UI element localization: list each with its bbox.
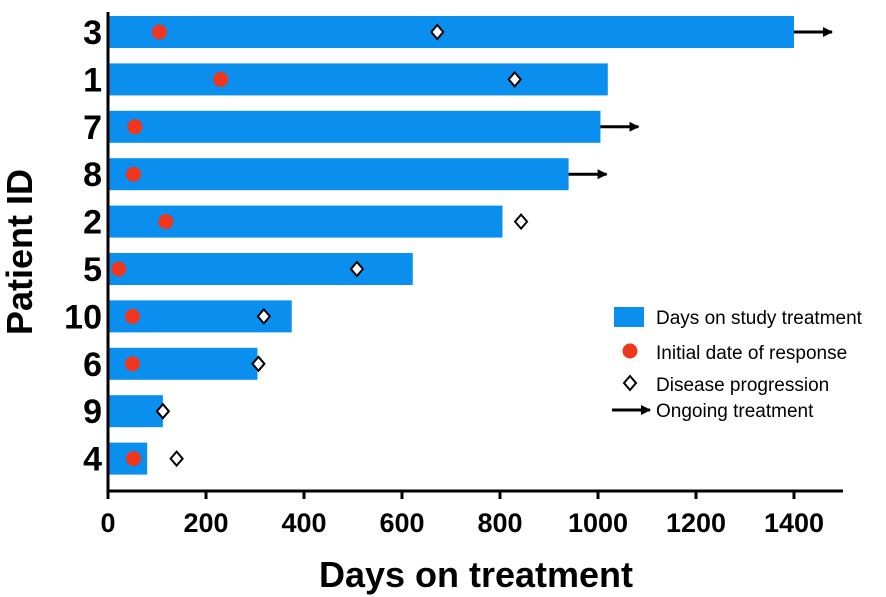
x-tick-label: 400 [281, 508, 326, 538]
legend-response-label: Initial date of response [656, 343, 847, 364]
x-tick-label: 800 [477, 508, 522, 538]
bar-patient-8 [108, 158, 569, 191]
y-tick-label: 3 [83, 14, 102, 52]
y-axis-title: Patient ID [0, 169, 40, 335]
progression-marker [169, 450, 184, 468]
y-tick-label: 9 [83, 393, 102, 431]
y-tick-label: 2 [83, 204, 102, 242]
progression-marker [429, 23, 445, 41]
x-tick-label: 200 [183, 508, 228, 538]
legend: Days on study treatment Initial date of … [612, 307, 863, 422]
bar-patient-1 [108, 63, 608, 96]
x-tick-label: 1000 [568, 508, 628, 538]
response-marker [151, 24, 167, 40]
response-marker [125, 166, 141, 182]
y-tick-label: 10 [64, 298, 102, 336]
y-tick-label: 8 [83, 156, 102, 194]
x-tick-label: 1200 [666, 508, 726, 538]
legend-progression-label: Disease progression [656, 375, 829, 396]
progression-marker [349, 260, 365, 278]
x-tick-label: 1400 [764, 508, 824, 538]
legend-response-swatch [622, 343, 638, 359]
response-marker [125, 451, 141, 467]
legend-bar-swatch [614, 307, 644, 327]
response-marker [125, 356, 140, 372]
y-tick-label: 7 [83, 109, 102, 147]
progression-marker [507, 70, 523, 88]
bar-patient-7 [108, 110, 601, 143]
axes-layer [106, 12, 843, 493]
progression-marker [256, 307, 272, 325]
progression-marker [155, 402, 171, 420]
bar-patient-5 [108, 253, 413, 285]
bar-patient-3 [108, 16, 794, 48]
legend-ongoing-label: Ongoing treatment [656, 401, 814, 422]
response-marker [158, 214, 174, 230]
progression-marker [513, 213, 529, 231]
x-axis-title: Days on treatment [319, 554, 633, 595]
response-marker [111, 261, 127, 277]
bar-patient-9 [108, 395, 163, 428]
y-tick-label: 5 [83, 251, 102, 289]
x-tick-label: 0 [100, 508, 115, 538]
legend-bar-label: Days on study treatment [656, 308, 863, 329]
y-tick-label: 4 [83, 441, 102, 479]
legend-progression-swatch [622, 374, 638, 392]
response-marker [125, 308, 140, 324]
x-tick-label: 600 [379, 508, 424, 538]
y-tick-label: 1 [83, 61, 102, 99]
response-marker [213, 71, 229, 87]
progression-marker [251, 355, 266, 373]
response-marker [127, 119, 143, 135]
markers-layer [111, 23, 833, 468]
bar-patient-2 [108, 205, 503, 238]
y-tick-label: 6 [83, 346, 102, 384]
ticks-layer: 3 1 7 8 2 5 10 6 9 4 0 200 400 600 800 1000 1200 1400 [64, 14, 824, 538]
